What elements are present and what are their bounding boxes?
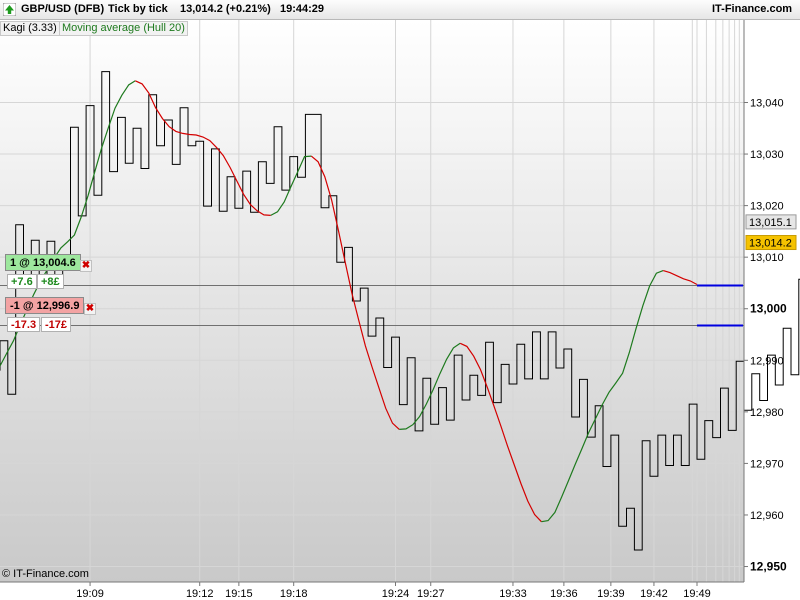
y-tick-label: 13,040 <box>750 97 784 109</box>
y-tick-label: 12,950 <box>750 560 787 574</box>
y-axis-ticks: 12,950 12,960 12,970 12,980 12,990 13,000 13,0… <box>744 97 787 574</box>
y-tick-label: 12,990 <box>750 355 784 367</box>
y-tick-label: 13,020 <box>750 201 784 213</box>
price-tag-box <box>745 214 797 230</box>
timeframe-label[interactable]: Tick by tick <box>108 3 168 15</box>
x-tick-label: 19:42 <box>640 588 668 600</box>
y-tick-label: 13,010 <box>750 252 784 264</box>
y-tick-label: 13,030 <box>750 149 784 161</box>
buy-pnl-amount: +8£ <box>37 274 64 289</box>
watermark: © IT-Finance.com <box>2 568 89 580</box>
sell-pnl-amount: -17£ <box>41 317 72 332</box>
legend-kagi[interactable]: Kagi (3.33) <box>0 21 60 36</box>
legend-moving-average[interactable]: Moving average (Hull 20) <box>59 21 188 36</box>
last-price-change: 13,014.2 (+0.21%) <box>180 3 271 15</box>
position-lines <box>0 285 744 326</box>
close-buy-order-icon[interactable]: ✖ <box>80 260 92 272</box>
ma-segment <box>541 270 664 523</box>
y-tick-label: 12,970 <box>750 458 784 470</box>
sell-pnl-points: -17.3 <box>7 317 41 332</box>
x-tick-label: 19:27 <box>417 588 445 600</box>
clock-label: 19:44:29 <box>280 3 325 15</box>
order-markers <box>697 284 743 327</box>
ma-segment <box>399 342 461 430</box>
x-tick-label: 19:33 <box>499 588 527 600</box>
plot-area <box>0 20 744 582</box>
close-sell-order-icon[interactable]: ✖ <box>84 303 96 315</box>
ma-segment <box>663 270 698 286</box>
x-tick-label: 19:39 <box>597 588 625 600</box>
x-tick-label: 19:15 <box>225 588 253 600</box>
ma-segment <box>135 80 271 216</box>
symbol-label[interactable]: GBP/USD (DFB) <box>21 3 105 15</box>
ma-segment <box>459 342 542 523</box>
y-gridlines <box>0 101 744 568</box>
y-tick-label: 13,000 <box>750 302 787 316</box>
x-tick-label: 19:12 <box>186 588 214 600</box>
ma-segment <box>310 155 400 430</box>
price-tag-box <box>745 235 797 251</box>
x-gridlines <box>89 20 740 582</box>
y-tick-label: 12,960 <box>750 510 784 522</box>
x-tick-label: 19:24 <box>382 588 410 600</box>
chart-header: GBP/USD (DFB) Tick by tick 13,014.2 (+0.… <box>0 0 800 20</box>
price-tag-label: 13,014.2 <box>749 238 792 250</box>
x-tick-label: 19:09 <box>76 588 104 600</box>
x-axis-ticks: 19:09 19:12 19:15 19:18 19:24 19:27 19:33 19:36… <box>76 582 711 600</box>
price-tags: 13,015.1 13,014.2 <box>745 214 797 251</box>
arrow-up-icon <box>3 3 16 16</box>
x-tick-label: 19:36 <box>550 588 578 600</box>
y-axis-panel <box>744 20 800 582</box>
price-tag-label: 13,015.1 <box>749 217 792 229</box>
ma-segment <box>270 155 312 216</box>
kagi-chart[interactable]: 12,950 12,960 12,970 12,980 12,990 13,000 13,0… <box>0 20 800 600</box>
buy-pnl-points: +7.6 <box>7 274 37 289</box>
x-tick-label: 19:18 <box>280 588 308 600</box>
buy-order-label[interactable]: 1 @ 13,004.6 <box>5 254 81 271</box>
brand-label: IT-Finance.com <box>712 3 793 15</box>
sell-order-label[interactable]: -1 @ 12,996.9 <box>5 297 85 314</box>
x-tick-label: 19:49 <box>683 588 711 600</box>
y-tick-label: 12,980 <box>750 407 784 419</box>
x-axis-panel <box>0 582 800 600</box>
